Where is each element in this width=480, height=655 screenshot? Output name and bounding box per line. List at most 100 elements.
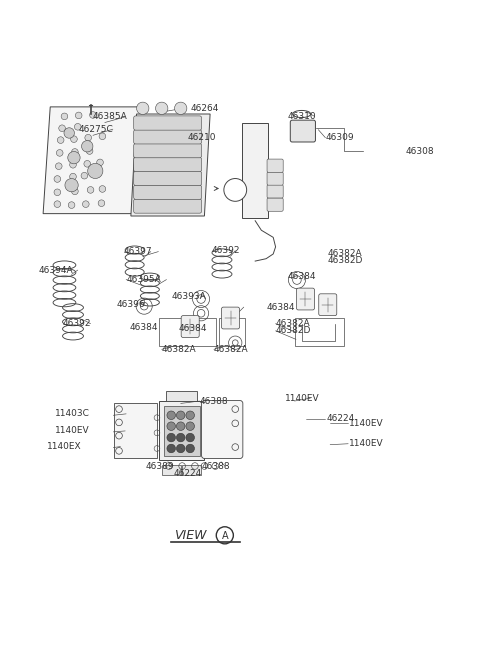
Circle shape [177, 411, 185, 420]
Text: 46384: 46384 [266, 303, 295, 312]
Text: 46382A: 46382A [276, 319, 310, 328]
FancyBboxPatch shape [159, 401, 204, 460]
FancyBboxPatch shape [242, 124, 268, 218]
Text: 46395A: 46395A [126, 275, 161, 284]
FancyBboxPatch shape [267, 198, 283, 212]
Circle shape [87, 187, 94, 193]
Circle shape [88, 163, 103, 179]
Text: 1140EV: 1140EV [55, 426, 90, 436]
Circle shape [54, 201, 60, 208]
Text: 46210: 46210 [188, 133, 216, 142]
FancyBboxPatch shape [134, 143, 202, 158]
Circle shape [175, 102, 187, 115]
Text: 46382A: 46382A [162, 345, 196, 354]
Text: 1140EV: 1140EV [349, 419, 384, 428]
Text: 46393A: 46393A [171, 292, 206, 301]
FancyBboxPatch shape [134, 116, 202, 130]
Circle shape [75, 112, 82, 119]
Text: A: A [232, 185, 239, 195]
Text: 46388: 46388 [201, 462, 230, 470]
FancyBboxPatch shape [164, 406, 200, 456]
Circle shape [64, 128, 74, 138]
Text: 1140EV: 1140EV [285, 394, 320, 403]
Text: 1140EX: 1140EX [47, 442, 82, 451]
FancyBboxPatch shape [182, 465, 201, 475]
Circle shape [186, 444, 194, 453]
Text: 46382A: 46382A [328, 248, 362, 257]
Circle shape [177, 444, 185, 453]
FancyBboxPatch shape [297, 288, 314, 310]
Circle shape [186, 422, 194, 430]
Circle shape [56, 149, 63, 157]
Circle shape [68, 151, 80, 164]
Text: 46389: 46389 [145, 462, 174, 470]
Circle shape [232, 340, 238, 346]
Circle shape [54, 176, 60, 182]
Circle shape [90, 111, 96, 119]
Text: 46308: 46308 [406, 147, 435, 155]
FancyBboxPatch shape [134, 185, 202, 199]
Text: 46310: 46310 [288, 112, 316, 121]
Text: 46275C: 46275C [79, 124, 113, 134]
FancyBboxPatch shape [202, 401, 243, 458]
Circle shape [224, 179, 247, 201]
Circle shape [167, 434, 176, 442]
FancyBboxPatch shape [181, 316, 199, 337]
Circle shape [197, 295, 205, 303]
Text: 46224: 46224 [326, 414, 355, 423]
Text: 46382D: 46382D [276, 326, 311, 335]
Circle shape [140, 303, 148, 310]
Text: 1140EV: 1140EV [349, 440, 384, 448]
Circle shape [96, 159, 103, 166]
Circle shape [82, 141, 93, 152]
FancyBboxPatch shape [290, 120, 315, 142]
Polygon shape [43, 107, 143, 214]
Circle shape [293, 276, 301, 284]
FancyBboxPatch shape [267, 159, 283, 172]
FancyBboxPatch shape [114, 403, 157, 458]
Polygon shape [131, 114, 210, 216]
Text: 46394A: 46394A [38, 265, 73, 274]
Circle shape [70, 161, 76, 168]
Circle shape [177, 434, 185, 442]
Circle shape [177, 422, 185, 430]
Text: 11403C: 11403C [55, 409, 90, 419]
Circle shape [81, 172, 88, 179]
Circle shape [98, 200, 105, 206]
Circle shape [86, 147, 93, 155]
FancyBboxPatch shape [267, 185, 283, 198]
Circle shape [85, 134, 92, 141]
FancyBboxPatch shape [167, 390, 197, 401]
Text: VIEW: VIEW [174, 529, 207, 542]
Text: 46382A: 46382A [214, 345, 249, 354]
Text: 46384: 46384 [179, 324, 207, 333]
FancyBboxPatch shape [162, 465, 180, 475]
Text: 46224: 46224 [174, 469, 202, 477]
Text: A: A [221, 531, 228, 541]
Circle shape [74, 124, 81, 130]
FancyBboxPatch shape [134, 157, 202, 172]
Circle shape [167, 444, 176, 453]
Circle shape [99, 185, 106, 193]
Circle shape [68, 202, 75, 208]
Circle shape [186, 434, 194, 442]
Text: 46392: 46392 [62, 319, 91, 328]
FancyBboxPatch shape [267, 172, 283, 185]
Text: 46388: 46388 [200, 396, 228, 405]
Text: 46392: 46392 [212, 246, 240, 255]
Circle shape [99, 133, 106, 140]
Circle shape [70, 174, 76, 180]
Circle shape [72, 149, 78, 155]
Text: 46309: 46309 [325, 133, 354, 142]
Circle shape [56, 163, 62, 170]
Circle shape [71, 136, 77, 143]
Circle shape [57, 137, 64, 143]
Circle shape [61, 113, 68, 120]
FancyBboxPatch shape [221, 307, 240, 329]
Text: 46384: 46384 [288, 272, 316, 281]
Text: 46382D: 46382D [328, 256, 363, 265]
Circle shape [137, 102, 149, 115]
Text: 46397: 46397 [124, 247, 152, 256]
Circle shape [59, 125, 65, 132]
Circle shape [167, 422, 176, 430]
